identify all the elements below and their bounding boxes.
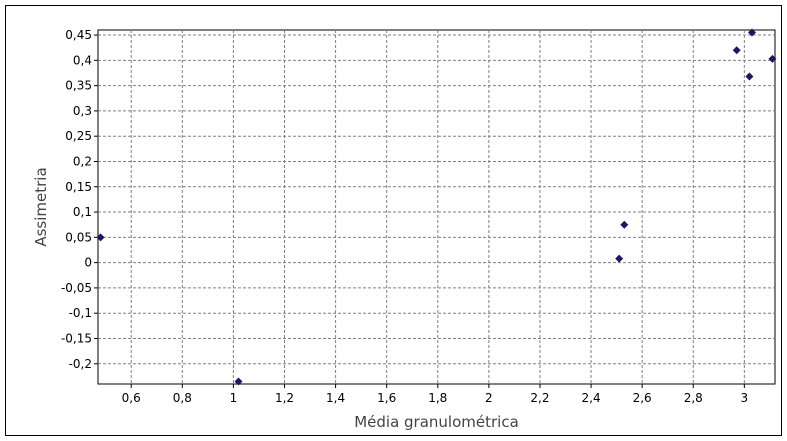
x-tick-label: 1,6: [377, 391, 396, 405]
x-tick-label: 1,2: [275, 391, 294, 405]
plot-area: [97, 29, 776, 385]
y-tick-label: -0,05: [61, 281, 92, 295]
data-point: [748, 28, 757, 37]
y-tick-label: 0,1: [73, 205, 92, 219]
x-tick-label: 2,4: [582, 391, 601, 405]
y-tick-label: 0,2: [73, 154, 92, 168]
x-tick-label: 0,8: [173, 391, 192, 405]
y-tick-label: 0,25: [65, 129, 92, 143]
y-tick-label: 0,3: [73, 104, 92, 118]
x-tick-label: 1,8: [428, 391, 447, 405]
data-point: [620, 220, 629, 229]
data-point: [745, 72, 754, 81]
data-point: [96, 233, 105, 242]
y-tick-label: 0,4: [73, 53, 92, 67]
data-point: [768, 54, 777, 63]
x-axis-title: Média granulométrica: [354, 413, 519, 431]
x-tick-label: 1: [230, 391, 238, 405]
x-tick-label: 3: [741, 391, 749, 405]
y-tick-label: 0: [84, 256, 92, 270]
grid: [94, 30, 775, 388]
data-point: [732, 46, 741, 55]
x-tick-label: 2,6: [633, 391, 652, 405]
x-tick-label: 2: [485, 391, 493, 405]
y-tick-label: -0,2: [69, 357, 92, 371]
y-tick-label: 0,15: [65, 180, 92, 194]
y-axis-title: Assimetria: [32, 167, 50, 246]
tick-labels: 0,6 0,8 1 1,2 1,4 1,6 1,8 2 2,2 2,4 2,6 2,8 3 0,45 0,4…: [61, 28, 748, 405]
data-points: [96, 28, 777, 386]
y-tick-label: 0,35: [65, 79, 92, 93]
x-tick-label: 0,6: [122, 391, 141, 405]
y-tick-label: 0,45: [65, 28, 92, 42]
data-point: [615, 254, 624, 263]
y-tick-label: -0,1: [69, 306, 92, 320]
x-tick-label: 1,4: [326, 391, 345, 405]
data-point: [234, 377, 243, 386]
y-tick-label: 0,05: [65, 230, 92, 244]
x-tick-label: 2,8: [684, 391, 703, 405]
y-tick-label: -0,15: [61, 331, 92, 345]
x-tick-label: 2,2: [530, 391, 549, 405]
